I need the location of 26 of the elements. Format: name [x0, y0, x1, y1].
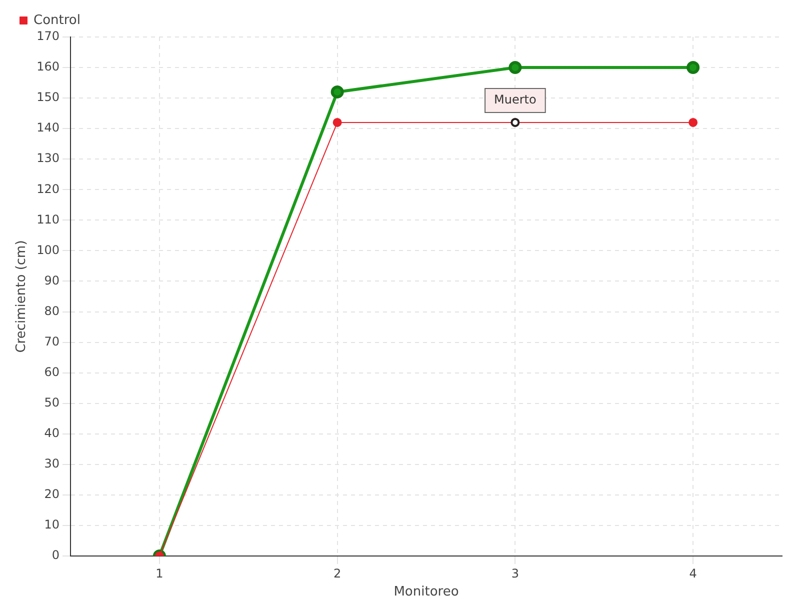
y-tick-label: 90 [44, 273, 60, 288]
legend-label: Control [34, 12, 80, 28]
y-tick-label: 120 [36, 182, 60, 196]
y-tick-label: 160 [36, 60, 60, 74]
annotation: Muerto [494, 92, 536, 107]
x-tick-label: 4 [689, 566, 697, 580]
x-tick-label: 1 [156, 566, 164, 580]
x-tick-label: 3 [511, 566, 520, 580]
y-tick-label: 40 [44, 426, 60, 440]
y-tick-label: 0 [52, 548, 60, 562]
y-tick-label: 60 [44, 364, 60, 379]
y-axis-title: Crecimiento (cm) [14, 240, 30, 353]
y-tick-label: 150 [36, 90, 60, 104]
y-tick-label: 20 [44, 487, 60, 502]
x-axis-title: Monitoreo [394, 584, 459, 600]
y-tick-label: 170 [36, 29, 60, 44]
y-tick-label: 130 [36, 151, 60, 166]
y-tick-label: 100 [36, 242, 60, 257]
y-tick-label: 50 [44, 395, 60, 410]
y-tick-label: 10 [44, 518, 60, 532]
y-tick-label: 140 [36, 120, 60, 135]
x-tick-label: 2 [333, 566, 342, 580]
y-tick-label: 110 [36, 212, 60, 226]
y-tick-label: 80 [44, 304, 60, 318]
y-tick-label: 30 [44, 456, 60, 471]
y-tick-label: 70 [44, 334, 60, 348]
